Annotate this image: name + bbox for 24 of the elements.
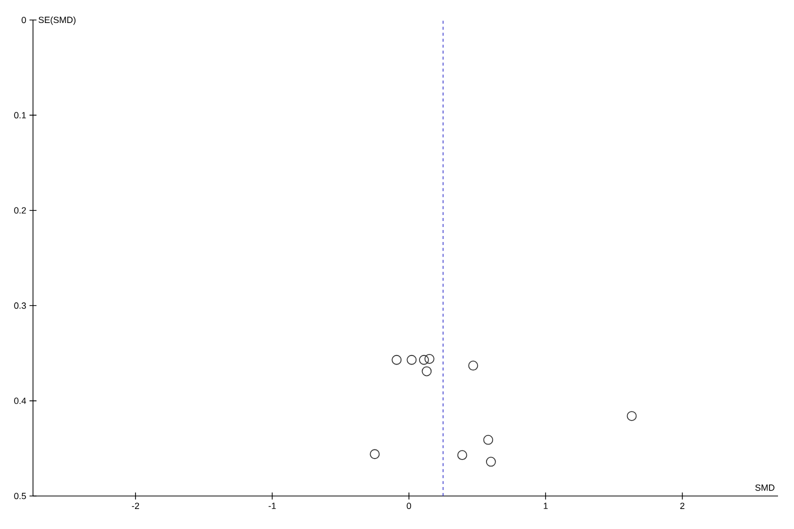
point <box>468 360 478 371</box>
x-axis-title: SMD <box>755 484 774 491</box>
point <box>422 366 432 376</box>
y-axis-title: SE(SMD) <box>38 16 76 25</box>
point <box>457 450 468 460</box>
y-tick-label: 0.4 <box>14 398 26 404</box>
x-tick-label: -1 <box>268 502 276 509</box>
point <box>486 456 496 467</box>
x-tick-label: -2 <box>132 502 140 509</box>
point <box>406 354 417 365</box>
y-tick-label: 0 <box>22 16 26 24</box>
x-tick-label: 2 <box>680 502 684 509</box>
x-tick-label: 1 <box>544 502 548 509</box>
point <box>626 411 637 421</box>
point <box>424 354 434 364</box>
y-tick-label: 0.2 <box>14 207 26 214</box>
point <box>370 449 380 460</box>
y-tick-label: 0.1 <box>14 112 26 118</box>
point <box>419 354 429 365</box>
point <box>392 354 402 365</box>
y-tick-label: 0.3 <box>14 302 26 309</box>
y-tick-label: 0.5 <box>14 492 26 500</box>
point <box>483 434 494 445</box>
x-tick-label: 0 <box>406 502 412 510</box>
